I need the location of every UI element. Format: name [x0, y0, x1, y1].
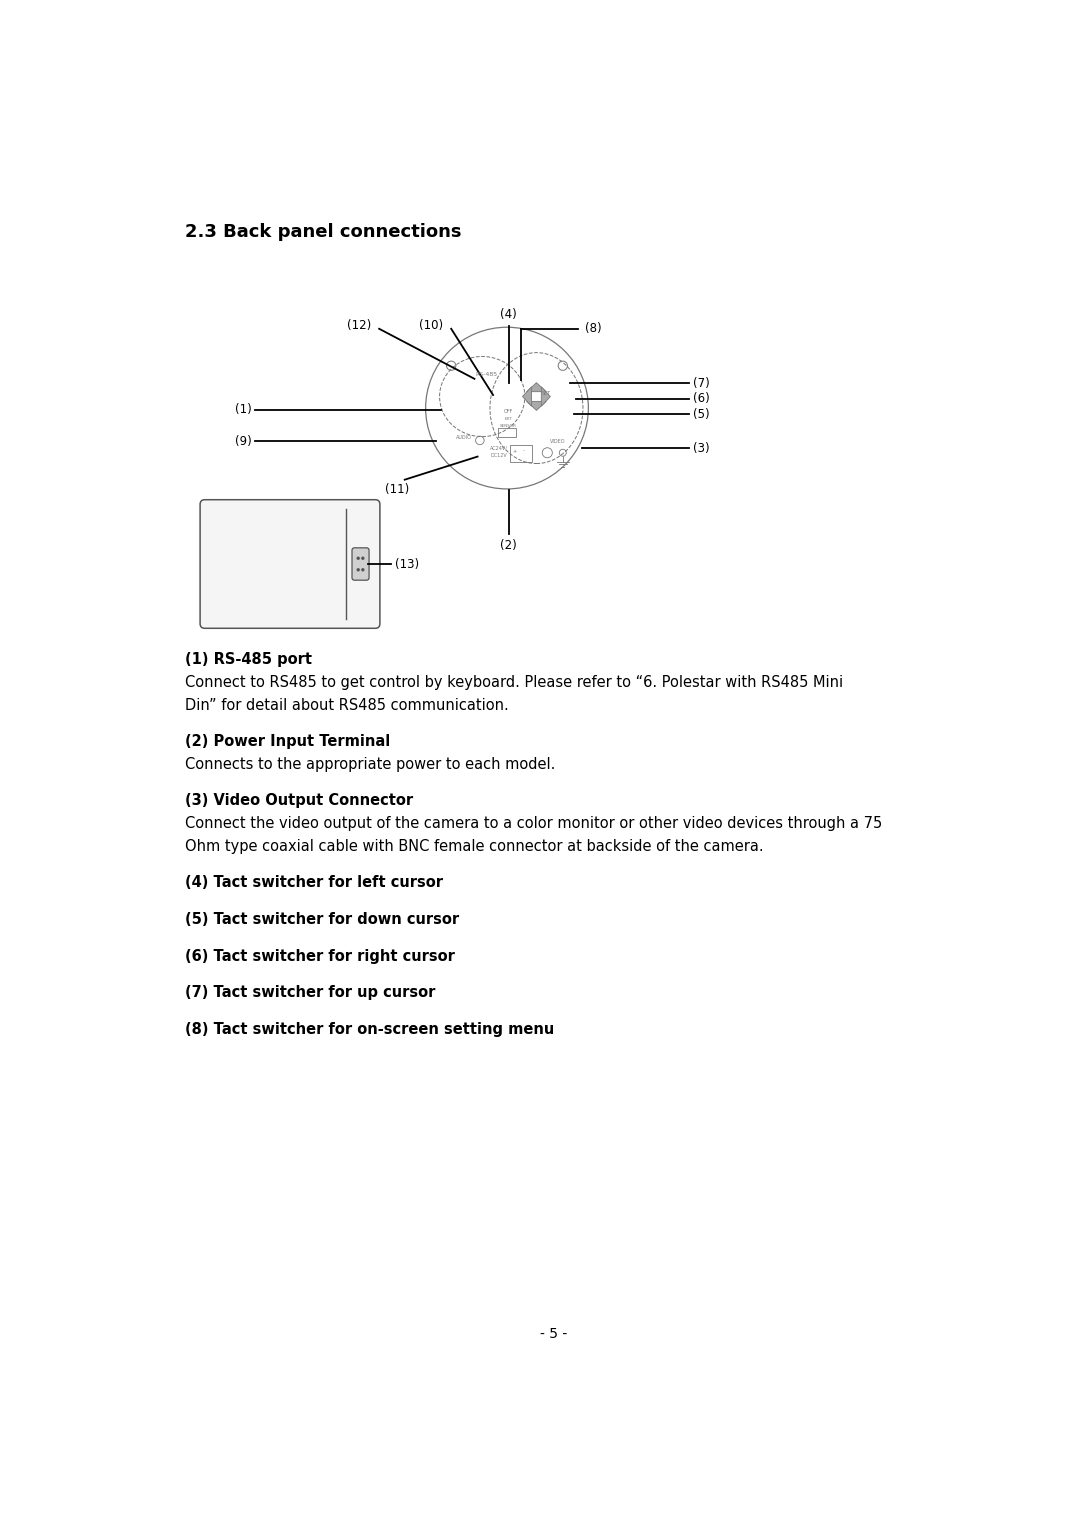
Polygon shape: [527, 402, 546, 411]
Text: (6) Tact switcher for right cursor: (6) Tact switcher for right cursor: [186, 948, 456, 964]
Text: (7): (7): [693, 377, 710, 389]
Text: (5) Tact switcher for down cursor: (5) Tact switcher for down cursor: [186, 912, 459, 927]
Polygon shape: [523, 386, 531, 406]
Text: DC12V: DC12V: [491, 454, 508, 458]
Text: RS-485: RS-485: [475, 373, 497, 377]
Text: 2.3 Back panel connections: 2.3 Back panel connections: [186, 223, 462, 241]
Bar: [499, 428, 515, 437]
Text: AUDIO: AUDIO: [457, 435, 472, 440]
Text: Connects to the appropriate power to each model.: Connects to the appropriate power to eac…: [186, 757, 556, 771]
Circle shape: [361, 568, 365, 571]
Text: +: +: [513, 449, 517, 454]
Text: (13): (13): [394, 557, 419, 571]
Text: Ohm type coaxial cable with BNC female connector at backside of the camera.: Ohm type coaxial cable with BNC female c…: [186, 838, 764, 854]
Text: (9): (9): [234, 435, 252, 447]
Text: Connect the video output of the camera to a color monitor or other video devices: Connect the video output of the camera t…: [186, 815, 882, 831]
Text: Connect to RS485 to get control by keyboard. Please refer to “6. Polestar with R: Connect to RS485 to get control by keybo…: [186, 675, 843, 690]
Text: (8): (8): [584, 322, 602, 336]
Text: (12): (12): [347, 319, 372, 333]
Text: (6): (6): [693, 392, 710, 405]
Circle shape: [356, 568, 360, 571]
Text: (4) Tact switcher for left cursor: (4) Tact switcher for left cursor: [186, 875, 444, 890]
FancyBboxPatch shape: [352, 548, 369, 580]
Text: VIDEO: VIDEO: [550, 440, 565, 444]
Text: (11): (11): [384, 483, 409, 496]
Text: Din” for detail about RS485 communication.: Din” for detail about RS485 communicatio…: [186, 698, 509, 713]
Text: (7) Tact switcher for up cursor: (7) Tact switcher for up cursor: [186, 985, 435, 1000]
FancyBboxPatch shape: [200, 499, 380, 628]
Text: (2): (2): [500, 539, 517, 551]
Polygon shape: [541, 386, 551, 406]
Circle shape: [356, 556, 360, 560]
Text: (3): (3): [693, 441, 710, 455]
Text: (5): (5): [693, 408, 710, 421]
Text: - 5 -: - 5 -: [540, 1327, 567, 1341]
Polygon shape: [527, 383, 546, 392]
Text: (8) Tact switcher for on-screen setting menu: (8) Tact switcher for on-screen setting …: [186, 1022, 555, 1037]
Text: (10): (10): [419, 319, 444, 333]
Text: (1) RS-485 port: (1) RS-485 port: [186, 652, 312, 667]
Text: SET: SET: [541, 391, 551, 395]
Text: (4): (4): [500, 308, 517, 321]
Text: (2) Power Input Terminal: (2) Power Input Terminal: [186, 734, 391, 750]
Text: (1): (1): [234, 403, 252, 417]
Text: (3) Video Output Connector: (3) Video Output Connector: [186, 794, 414, 808]
Text: EXT: EXT: [504, 417, 513, 421]
Text: SENSOR: SENSOR: [500, 425, 517, 428]
Bar: [510, 444, 531, 463]
Text: -: -: [523, 449, 525, 454]
Text: AC24V/: AC24V/: [490, 446, 509, 450]
Text: OFF: OFF: [504, 409, 513, 414]
Circle shape: [361, 556, 365, 560]
